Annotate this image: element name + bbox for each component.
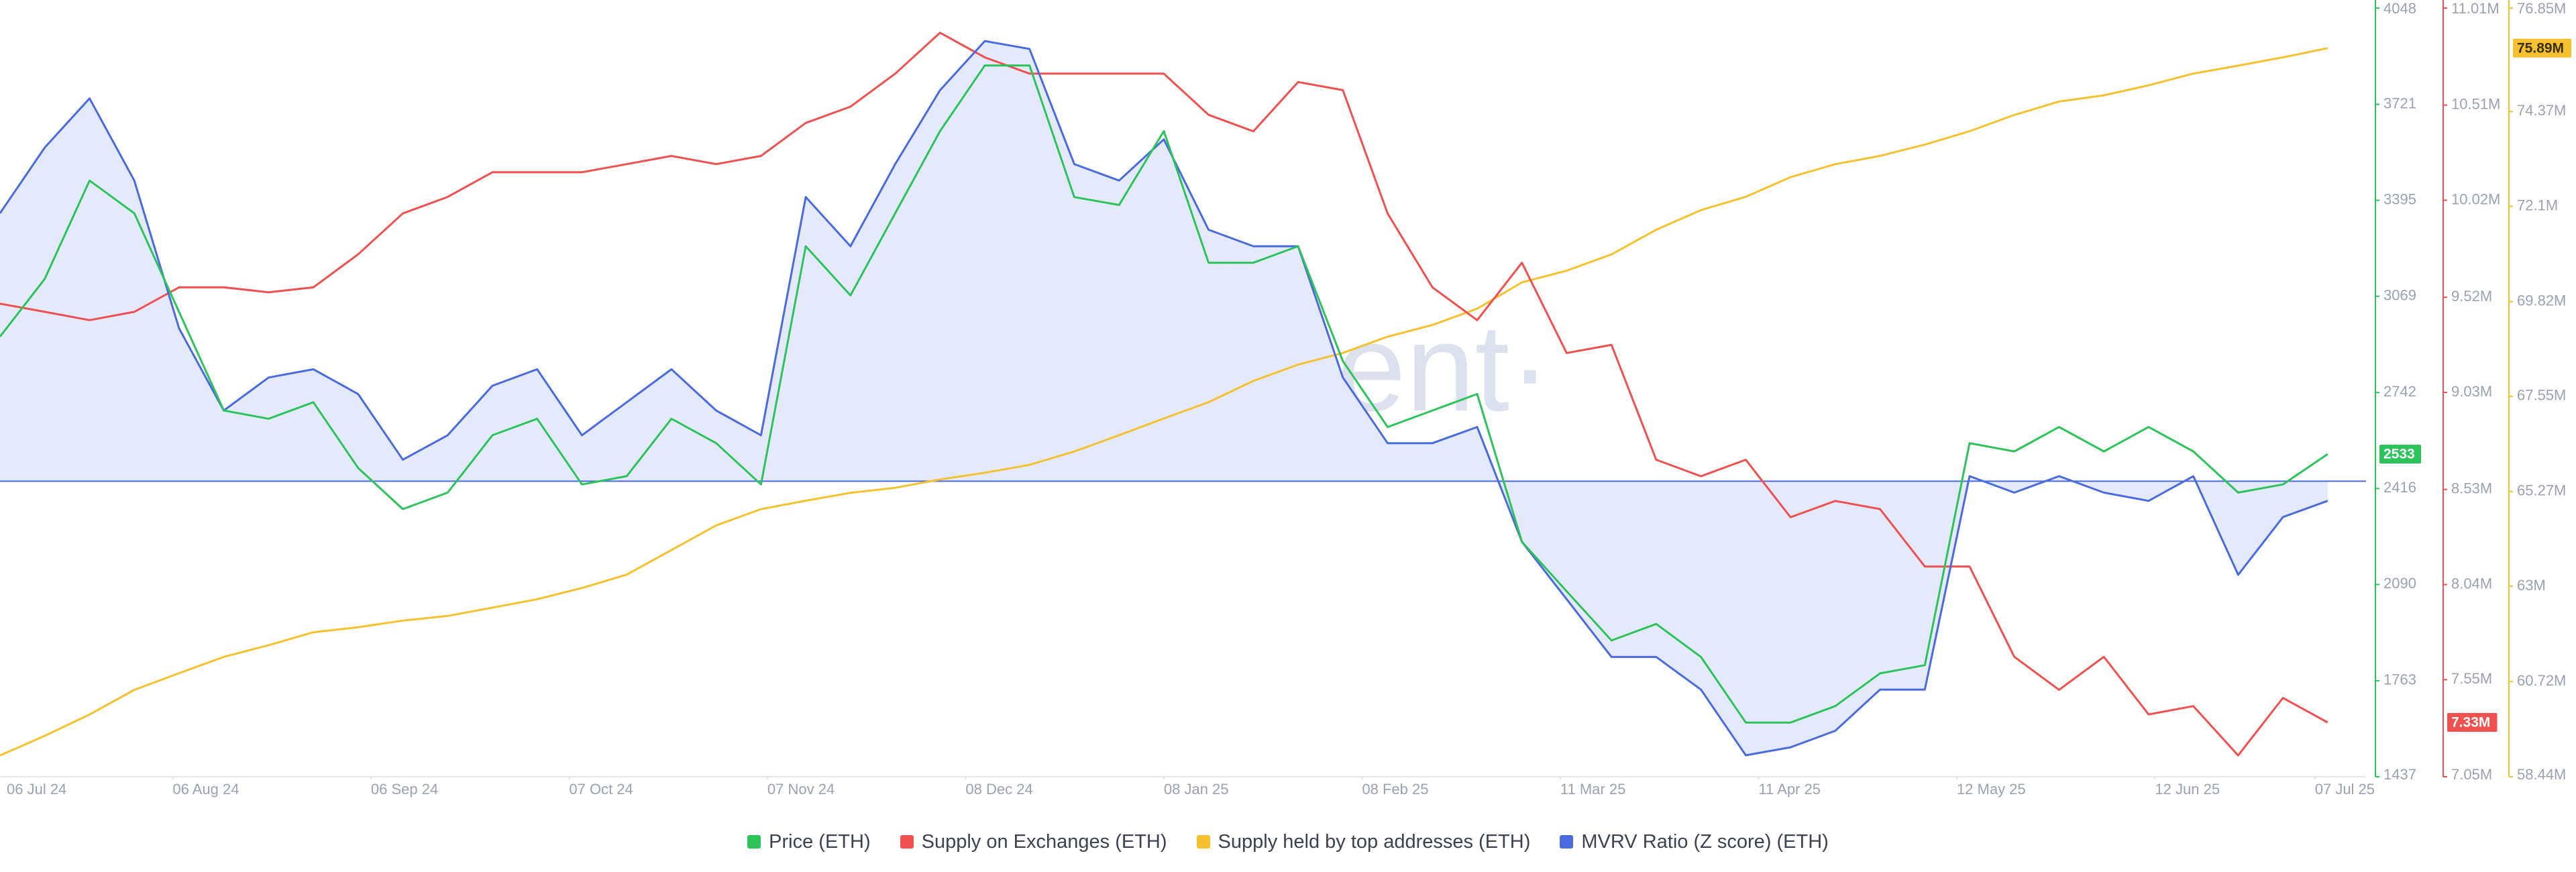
- y-tick-label: 11.01M: [2451, 0, 2500, 17]
- y-tick-label: 65.27M: [2517, 482, 2566, 499]
- x-tick-label: 06 Jul 24: [7, 781, 66, 798]
- y-tick-label: 8.53M: [2451, 480, 2492, 497]
- x-tick-label: 08 Dec 24: [965, 781, 1032, 798]
- x-tick-label: 06 Sep 24: [371, 781, 438, 798]
- y-tick-label: 7.55M: [2451, 670, 2492, 687]
- badge-label: 2533: [2383, 446, 2415, 461]
- x-tick-label: 11 Apr 25: [1758, 781, 1821, 798]
- x-tick-label: 12 May 25: [1957, 781, 2026, 798]
- y-tick-label: 2090: [2383, 575, 2416, 592]
- y-tick-label: 9.03M: [2451, 383, 2492, 400]
- x-tick-label: 08 Jan 25: [1164, 781, 1229, 798]
- y-tick-label: 74.37M: [2517, 102, 2566, 119]
- series-line: [0, 64, 2328, 724]
- legend-item[interactable]: Price (ETH): [747, 830, 871, 853]
- x-tick-label: 12 Jun 25: [2155, 781, 2220, 798]
- legend-label: Supply held by top addresses (ETH): [1218, 830, 1531, 853]
- y-tick-label: 10.02M: [2451, 190, 2500, 207]
- legend-label: MVRV Ratio (Z score) (ETH): [1581, 830, 1829, 853]
- series-line: [0, 32, 2328, 757]
- legend-label: Supply on Exchanges (ETH): [921, 830, 1167, 853]
- y-tick-label: 76.85M: [2517, 0, 2566, 17]
- y-tick-label: 7.05M: [2451, 766, 2492, 783]
- badge-label: 75.89M: [2517, 40, 2564, 56]
- x-tick-label: 07 Nov 24: [767, 781, 835, 798]
- value-badge: 7.33M: [2447, 712, 2498, 732]
- y-tick-label: 3069: [2383, 287, 2416, 304]
- value-badge: 2533: [2379, 444, 2421, 464]
- legend-item[interactable]: MVRV Ratio (Z score) (ETH): [1560, 830, 1829, 853]
- series-area: [0, 41, 2328, 756]
- y-tick-label: 10.51M: [2451, 96, 2500, 113]
- y-tick-label: 4048: [2383, 0, 2416, 17]
- y-tick-label: 60.72M: [2517, 672, 2566, 689]
- legend-item[interactable]: Supply held by top addresses (ETH): [1196, 830, 1531, 853]
- x-tick-label: 06 Aug 24: [172, 781, 239, 798]
- badge-bg: [2513, 38, 2571, 58]
- legend-swatch: [1560, 835, 1574, 849]
- y-tick-label: 8.04M: [2451, 575, 2492, 592]
- x-tick-label: 11 Mar 25: [1560, 781, 1625, 798]
- y-tick-label: 67.55M: [2517, 387, 2566, 404]
- y-tick-label: 2416: [2383, 479, 2416, 496]
- badge-bg: [2447, 712, 2498, 732]
- legend-item[interactable]: Supply on Exchanges (ETH): [900, 831, 1167, 853]
- y-tick-label: 1437: [2383, 766, 2416, 783]
- value-badge: 75.89M: [2513, 38, 2571, 58]
- badge-label: 7.33M: [2451, 715, 2490, 730]
- series-line: [0, 47, 2328, 757]
- x-tick-label: 07 Oct 24: [569, 781, 633, 798]
- legend-swatch: [747, 835, 761, 849]
- x-tick-label: 07 Jul 25: [2315, 781, 2375, 798]
- legend-label: Price (ETH): [769, 830, 871, 853]
- badge-bg: [2379, 444, 2421, 464]
- y-tick-label: 69.82M: [2517, 292, 2566, 309]
- legend-swatch: [900, 835, 914, 849]
- chart: ·santiment· 1437176320902416274230693395…: [0, 0, 2571, 798]
- y-tick-label: 72.1M: [2517, 197, 2558, 213]
- legend: Price (ETH) Supply on Exchanges (ETH) Supp…: [0, 812, 2576, 872]
- y-tick-label: 3721: [2383, 95, 2416, 111]
- y-tick-label: 1763: [2383, 671, 2416, 688]
- y-tick-label: 58.44M: [2517, 766, 2566, 783]
- y-tick-label: 9.52M: [2451, 288, 2492, 305]
- y-tick-label: 3395: [2383, 190, 2416, 207]
- legend-swatch: [1196, 835, 1210, 849]
- y-tick-label: 63M: [2517, 577, 2546, 594]
- x-tick-label: 08 Feb 25: [1362, 781, 1428, 798]
- series-line: [0, 40, 2328, 757]
- y-tick-label: 2742: [2383, 383, 2416, 400]
